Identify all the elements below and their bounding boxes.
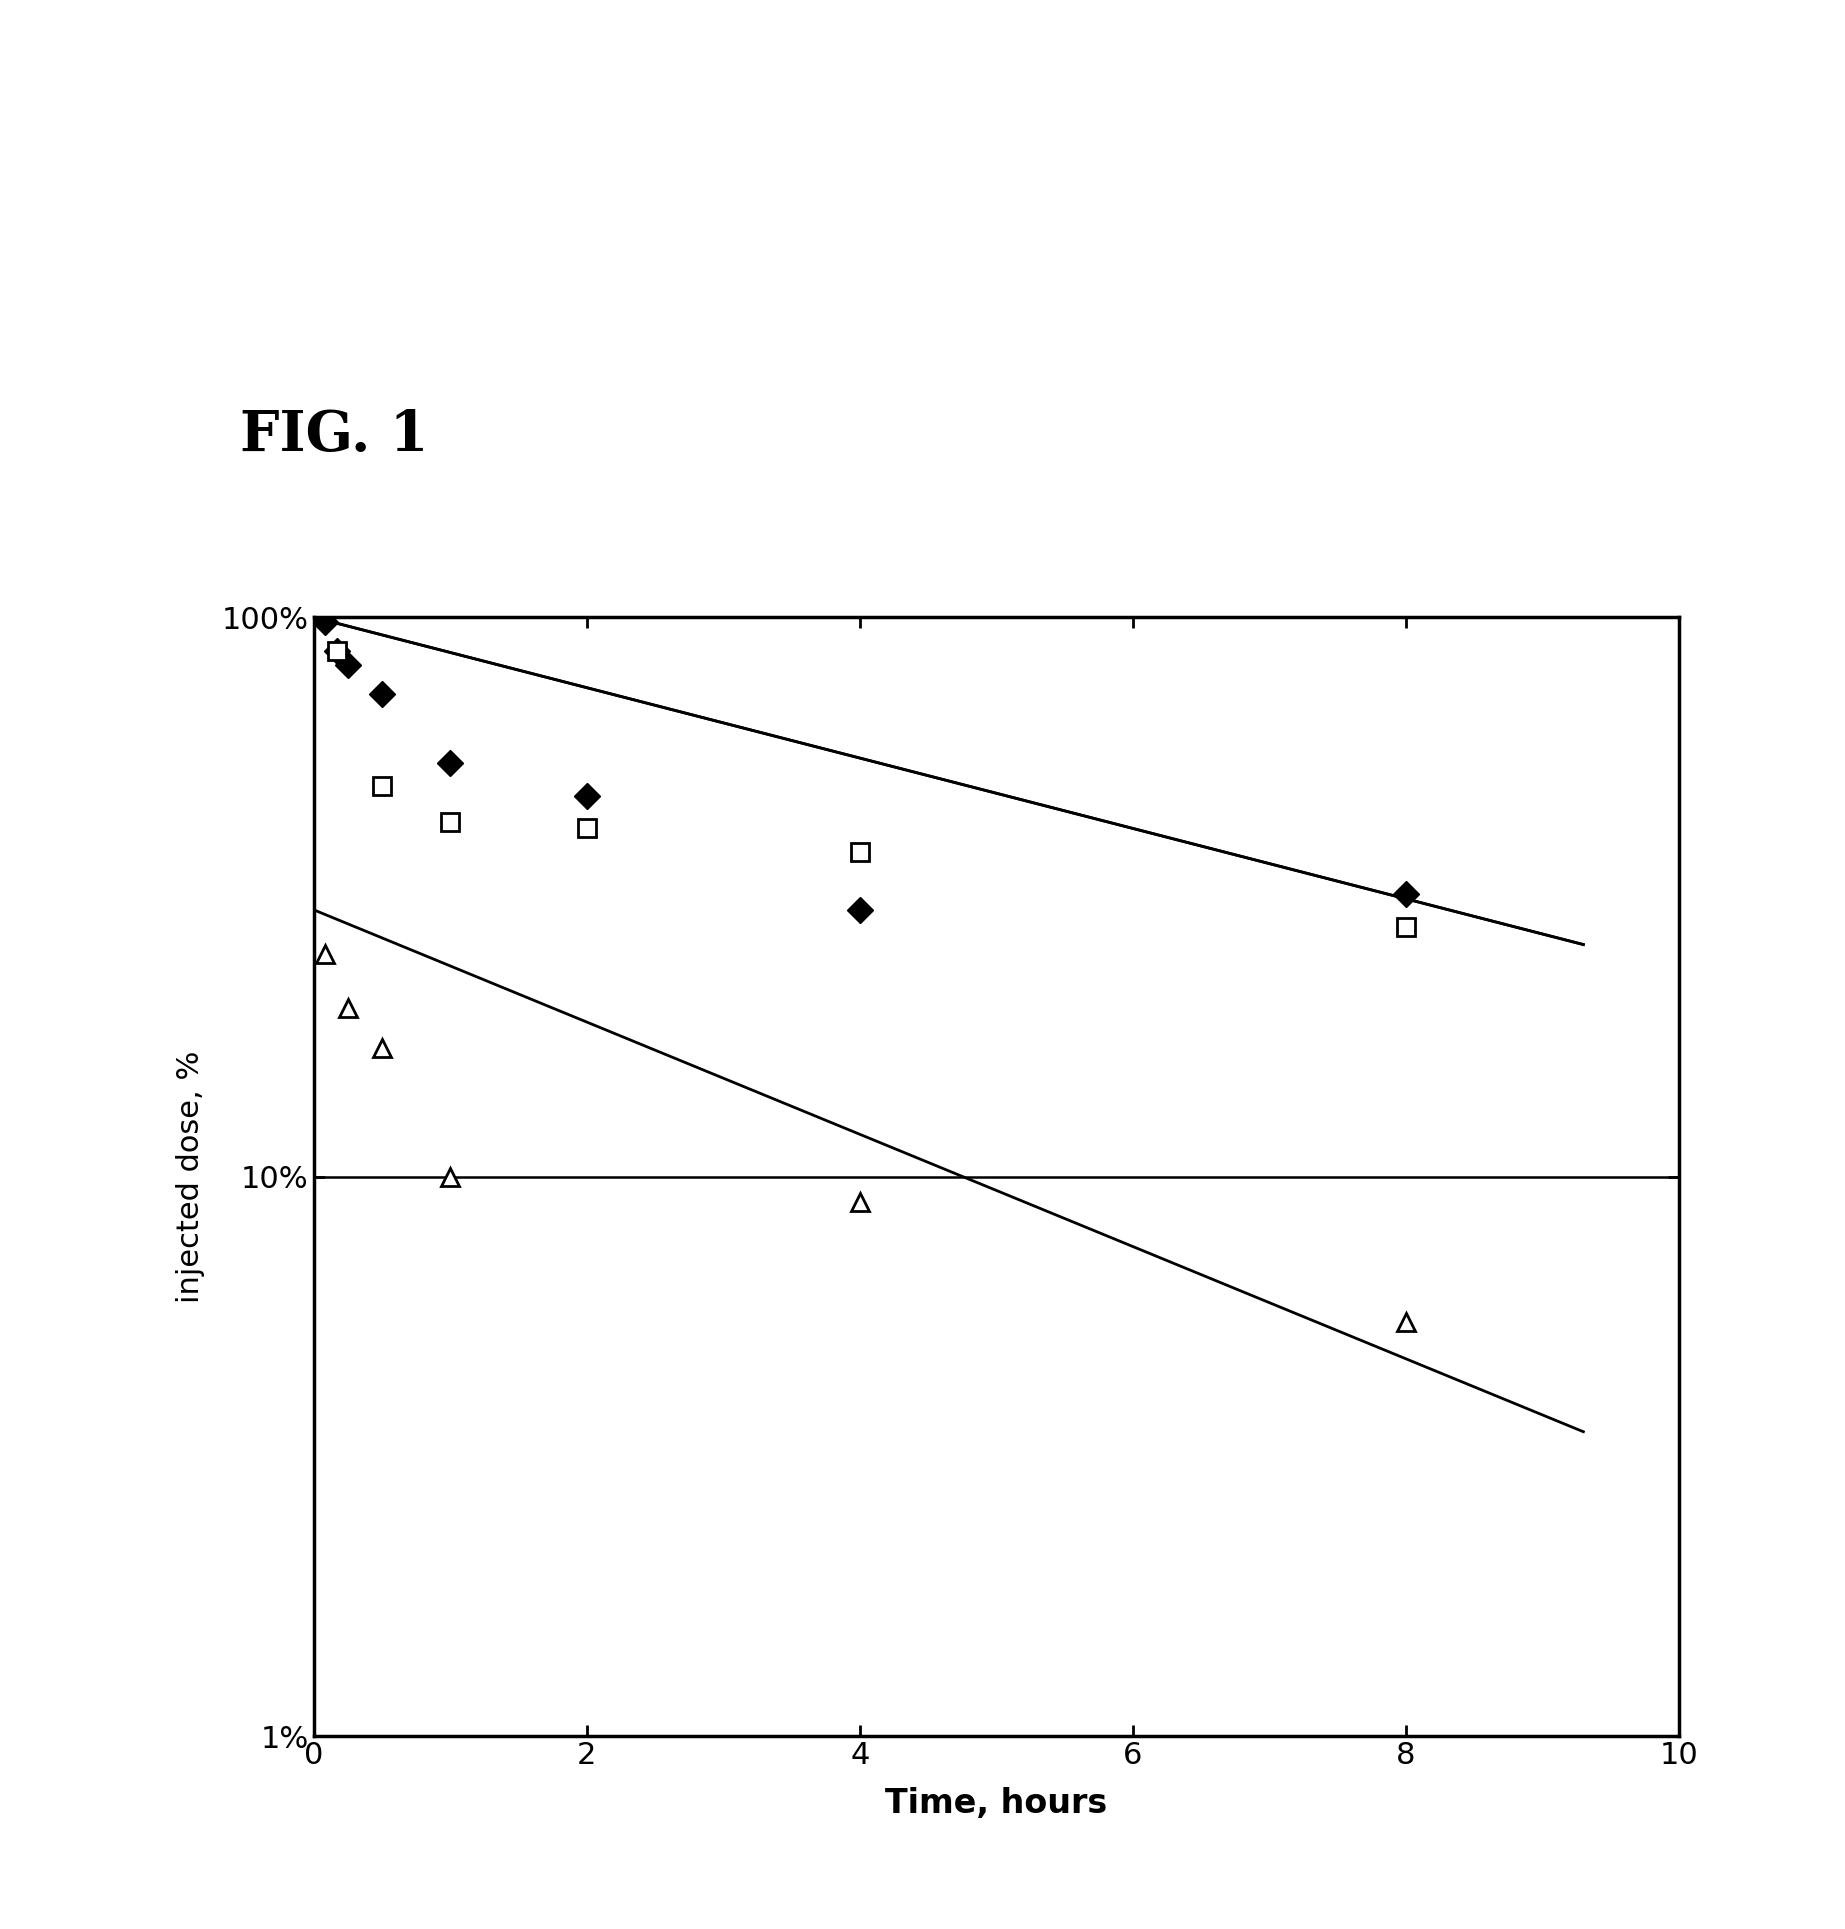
Text: FIG. 1: FIG. 1 xyxy=(240,407,428,463)
Y-axis label: injected dose, %: injected dose, % xyxy=(175,1051,205,1302)
X-axis label: Time, hours: Time, hours xyxy=(886,1786,1107,1819)
